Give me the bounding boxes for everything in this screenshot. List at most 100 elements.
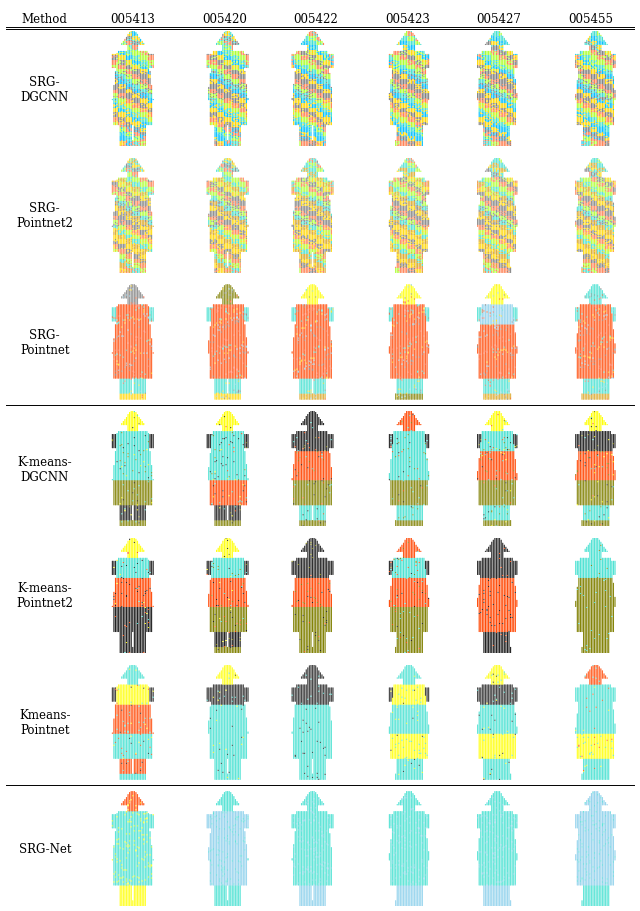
- Point: [602, 576, 612, 590]
- Point: [495, 631, 505, 646]
- Point: [120, 362, 130, 376]
- Point: [317, 609, 327, 624]
- Point: [122, 376, 132, 391]
- Point: [507, 218, 517, 232]
- Point: [392, 102, 403, 117]
- Point: [410, 739, 420, 753]
- Point: [401, 886, 412, 901]
- Point: [116, 815, 127, 830]
- Point: [224, 205, 234, 220]
- Point: [326, 221, 337, 236]
- Point: [118, 131, 129, 146]
- Point: [123, 191, 133, 206]
- Point: [502, 461, 513, 476]
- Point: [320, 853, 330, 867]
- Point: [589, 241, 600, 255]
- Point: [211, 370, 221, 384]
- Point: [420, 709, 431, 723]
- Point: [224, 670, 234, 684]
- Point: [406, 240, 417, 254]
- Point: [387, 687, 397, 701]
- Point: [142, 488, 152, 503]
- Point: [476, 210, 486, 224]
- Point: [230, 739, 241, 753]
- Point: [120, 814, 130, 828]
- Point: [298, 846, 308, 861]
- Point: [389, 309, 399, 323]
- Point: [320, 442, 330, 456]
- Point: [132, 476, 143, 490]
- Point: [109, 113, 119, 128]
- Point: [386, 714, 396, 729]
- Point: [600, 568, 611, 583]
- Point: [221, 799, 231, 814]
- Point: [408, 433, 418, 447]
- Point: [230, 617, 241, 631]
- Point: [298, 443, 308, 457]
- Point: [224, 632, 234, 647]
- Point: [406, 619, 417, 634]
- Point: [241, 713, 252, 728]
- Point: [490, 218, 500, 232]
- Point: [209, 235, 219, 250]
- Point: [132, 185, 143, 200]
- Point: [483, 561, 493, 576]
- Point: [326, 591, 337, 606]
- Point: [232, 363, 242, 378]
- Point: [406, 513, 417, 527]
- Point: [118, 834, 129, 848]
- Point: [240, 877, 250, 892]
- Point: [112, 865, 122, 879]
- Point: [301, 229, 312, 243]
- Point: [476, 868, 486, 883]
- Point: [579, 811, 589, 825]
- Point: [304, 559, 314, 574]
- Point: [392, 683, 403, 698]
- Point: [137, 113, 147, 128]
- Point: [396, 723, 406, 738]
- Point: [216, 79, 227, 94]
- Point: [109, 58, 119, 73]
- Point: [512, 847, 522, 862]
- Point: [238, 444, 248, 458]
- Point: [411, 593, 421, 608]
- Point: [486, 458, 497, 473]
- Point: [142, 728, 152, 742]
- Point: [577, 857, 587, 872]
- Point: [597, 354, 607, 369]
- Point: [295, 222, 305, 237]
- Point: [498, 628, 508, 642]
- Point: [476, 751, 486, 765]
- Point: [125, 296, 135, 311]
- Point: [235, 490, 245, 505]
- Point: [295, 313, 305, 328]
- Point: [577, 864, 587, 878]
- Point: [235, 563, 245, 578]
- Point: [422, 80, 432, 95]
- Point: [115, 681, 125, 696]
- Point: [485, 478, 495, 493]
- Point: [317, 503, 327, 517]
- Point: [241, 601, 252, 616]
- Point: [586, 388, 596, 403]
- Point: [298, 346, 308, 361]
- Point: [509, 568, 519, 583]
- Point: [488, 689, 499, 703]
- Point: [594, 484, 604, 498]
- Point: [594, 197, 604, 211]
- Point: [400, 759, 410, 773]
- Point: [129, 638, 140, 652]
- Point: [298, 87, 308, 102]
- Point: [593, 206, 603, 220]
- Point: [492, 67, 502, 82]
- Point: [210, 815, 220, 830]
- Point: [604, 708, 614, 722]
- Point: [109, 217, 119, 231]
- Point: [400, 505, 410, 519]
- Point: [415, 469, 426, 484]
- Point: [298, 184, 308, 199]
- Point: [134, 631, 144, 646]
- Point: [396, 588, 406, 602]
- Point: [293, 747, 303, 762]
- Point: [414, 597, 424, 611]
